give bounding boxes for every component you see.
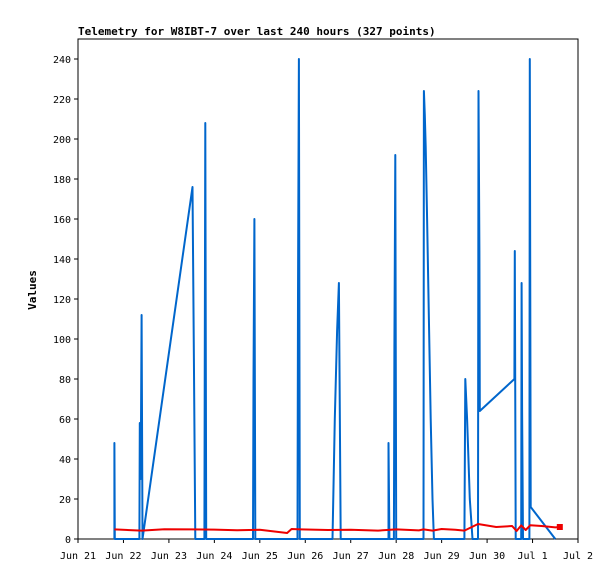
y-tick-label: 160 — [53, 215, 71, 226]
x-tick-label: Jul 2 — [563, 551, 593, 562]
y-tick-label: 120 — [53, 295, 71, 306]
x-tick-label: Jun 23 — [151, 551, 187, 562]
x-tick-label: Jul 1 — [517, 551, 547, 562]
y-tick-label: 20 — [59, 495, 71, 506]
y-axis-label: Values — [26, 270, 39, 310]
y-tick-label: 60 — [59, 415, 71, 426]
y-tick-label: 240 — [53, 55, 71, 66]
x-tick-label: Jun 29 — [424, 551, 460, 562]
series-line-2 — [114, 523, 560, 534]
series-line-1 — [113, 58, 557, 540]
x-tick-label: Jun 28 — [378, 551, 414, 562]
x-tick-label: Jun 22 — [105, 551, 141, 562]
y-tick-label: 100 — [53, 335, 71, 346]
x-tick-label: Jun 27 — [333, 551, 369, 562]
series-2-last-point — [556, 524, 563, 530]
y-tick-label: 220 — [53, 95, 71, 106]
y-tick-label: 80 — [59, 375, 71, 386]
chart-title: Telemetry for W8IBT-7 over last 240 hour… — [78, 25, 436, 38]
x-tick-label: Jun 26 — [287, 551, 323, 562]
y-tick-label: 40 — [59, 455, 71, 466]
x-tick-label: Jun 30 — [469, 551, 505, 562]
y-tick-label: 0 — [65, 535, 71, 546]
y-tick-label: 200 — [53, 135, 71, 146]
x-tick-label: Jun 25 — [242, 551, 278, 562]
y-tick-label: 180 — [53, 175, 71, 186]
y-tick-label: 140 — [53, 255, 71, 266]
x-tick-label: Jun 21 — [60, 551, 96, 562]
y-axis: 0 20 40 60 80 100 120 140 160 180 200 220 240 — [53, 55, 78, 546]
series-layer — [113, 58, 563, 540]
x-tick-label: Jun 24 — [196, 551, 232, 562]
x-axis: Jun 21 Jun 22 Jun 23 Jun 24 Jun 25 Jun 26 Jun … — [60, 539, 593, 562]
